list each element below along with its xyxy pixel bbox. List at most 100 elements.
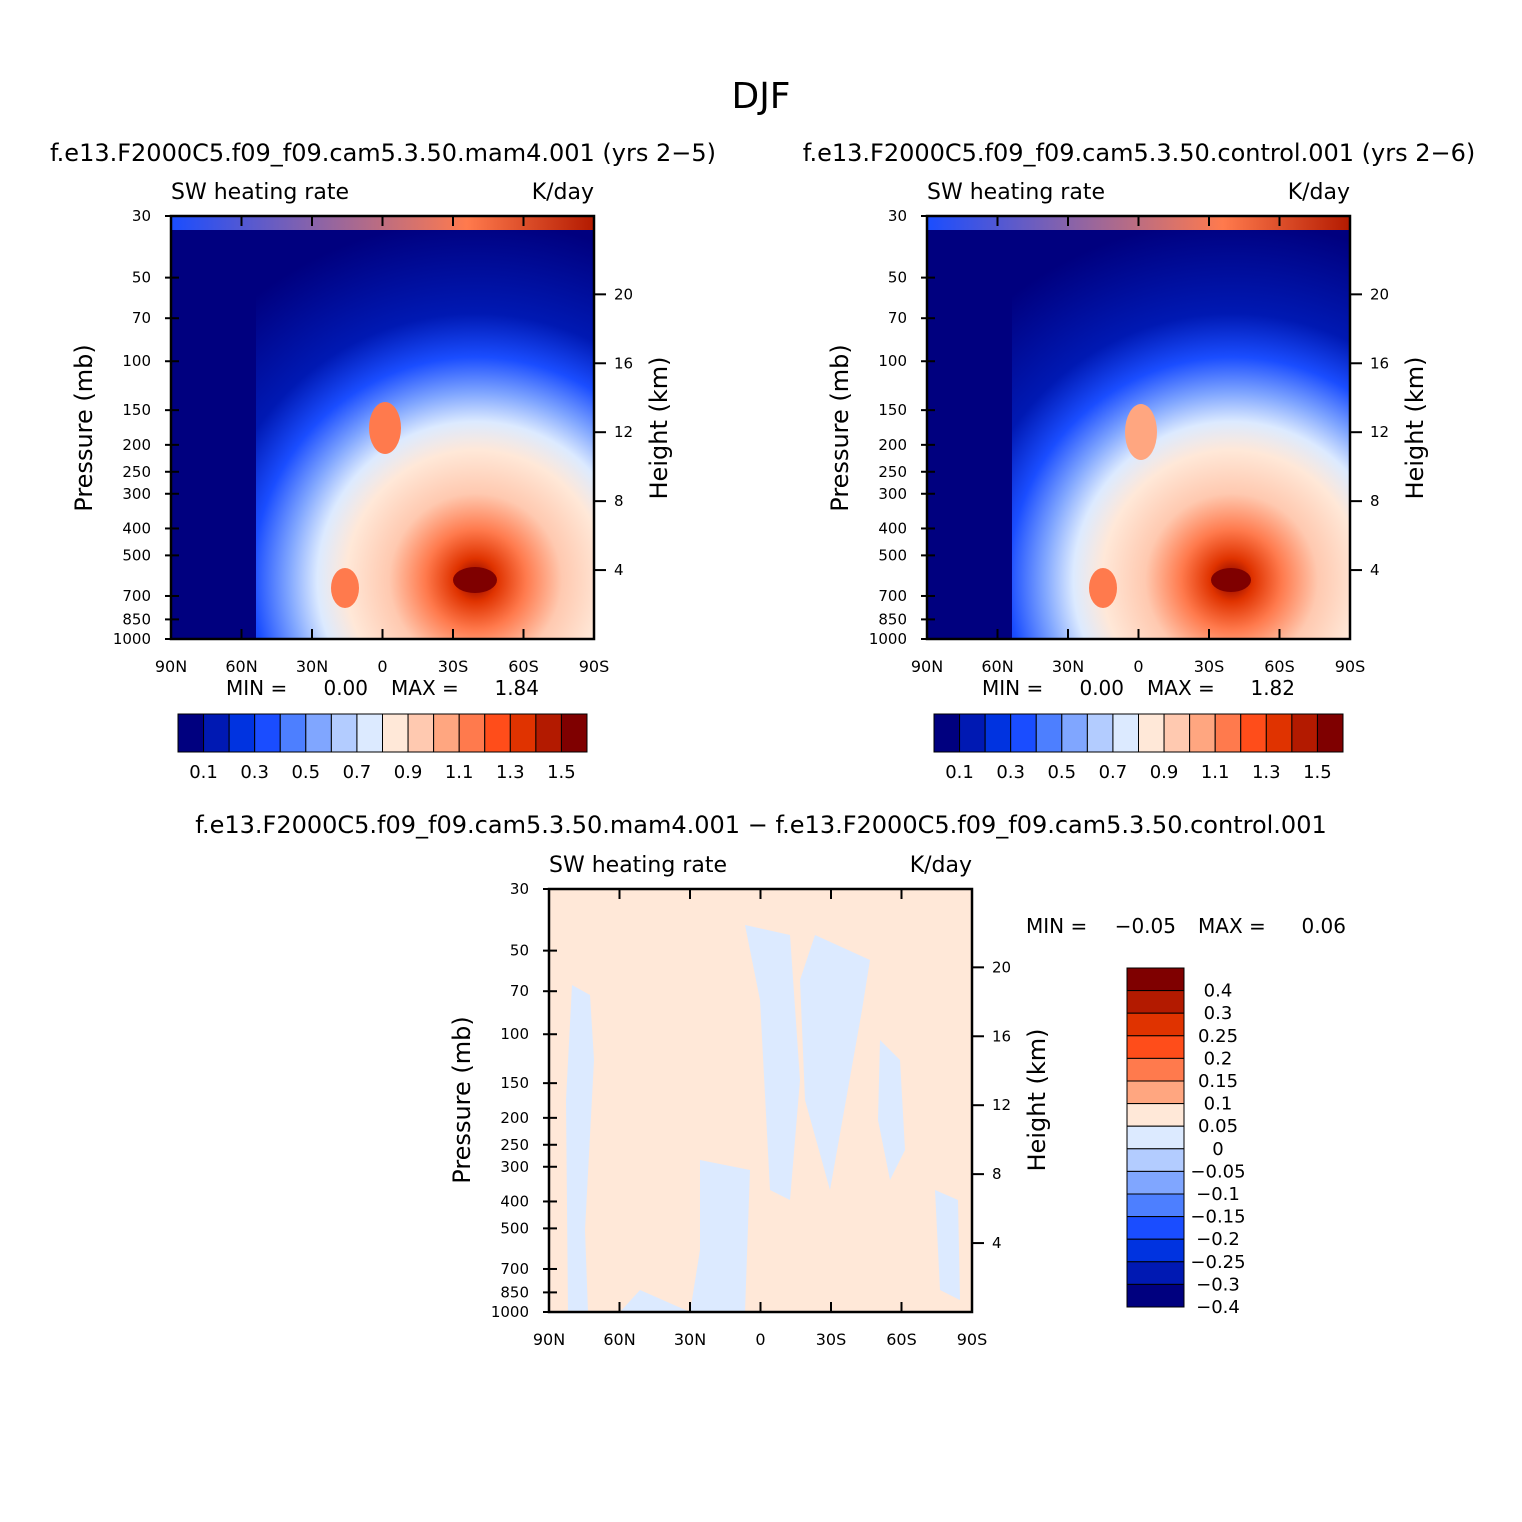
y-tick-label: 100	[878, 352, 907, 370]
colorbar-swatch	[1061, 713, 1088, 753]
colorbar-swatch	[1126, 1148, 1185, 1172]
midlevel-maximum	[1125, 404, 1157, 460]
colorbar-label: 0.5	[291, 762, 320, 783]
x-tick-label: 90S	[1335, 657, 1366, 676]
variable-label: SW heating rate	[171, 180, 349, 205]
y-tick-label: 500	[500, 1219, 529, 1237]
variable-label: SW heating rate	[549, 853, 727, 878]
y2-tick-label: 20	[992, 958, 1011, 976]
colorbar-swatch	[1163, 713, 1191, 753]
colorbar-label: 0.7	[343, 762, 372, 783]
x-tick-label: 60N	[603, 1330, 635, 1349]
colorbar-label: 0.05	[1198, 1116, 1238, 1137]
y-tick-label: 300	[500, 1158, 529, 1176]
colorbar-swatch	[1112, 713, 1139, 753]
x-tick-label: 0	[377, 657, 387, 676]
y-axis-label: Pressure (mb)	[448, 1016, 476, 1183]
y-tick-label: 1000	[869, 630, 907, 648]
colorbar-swatch	[433, 713, 460, 753]
y-tick-label: 400	[500, 1192, 529, 1210]
colorbar-swatch	[509, 713, 537, 753]
y-tick-label: 400	[878, 519, 907, 537]
y-tick-label: 850	[878, 610, 907, 628]
y2-tick-label: 20	[614, 285, 633, 303]
min-label: MIN =	[226, 676, 287, 700]
colorbar-swatch	[1126, 1012, 1185, 1037]
colorbar-label: −0.05	[1190, 1161, 1245, 1182]
y2-axis-label: Height (km)	[1401, 357, 1429, 500]
heating-maximum	[453, 567, 497, 593]
negative-region	[745, 925, 800, 1200]
colorbar-swatch	[959, 713, 986, 753]
colorbar-label: 0.5	[1047, 762, 1076, 783]
x-tick-label: 0	[1133, 657, 1143, 676]
max-value: 1.84	[494, 676, 539, 700]
y2-tick-label: 12	[614, 423, 633, 441]
colorbar: 0.1 0.3 0.5 0.7 0.9 1.1 1.3 1.5	[933, 713, 1344, 783]
x-tick-label: 90N	[533, 1330, 565, 1349]
colorbar-label: 0	[1212, 1139, 1223, 1160]
y-tick-label: 30	[888, 207, 907, 225]
colorbar-swatch	[1126, 1283, 1185, 1308]
colorbar: 0.1 0.3 0.5 0.7 0.9 1.1 1.3 1.5	[177, 713, 588, 783]
x-tick-label: 60S	[1264, 657, 1295, 676]
y-tick-label: 150	[878, 401, 907, 419]
negative-region	[566, 985, 594, 1312]
colorbar-swatch	[1126, 1057, 1185, 1082]
y2-tick-label: 8	[614, 492, 624, 510]
x-tick-label: 60S	[508, 657, 539, 676]
colorbar-label: −0.1	[1196, 1184, 1240, 1205]
y2-tick-label: 20	[1370, 285, 1389, 303]
y-tick-label: 50	[510, 942, 529, 960]
colorbar-label: −0.4	[1196, 1297, 1240, 1318]
x-tick-label: 90S	[579, 657, 610, 676]
colorbar-swatch	[1316, 713, 1344, 753]
max-value: 1.82	[1250, 676, 1295, 700]
colorbar-swatch	[1126, 967, 1185, 992]
x-tick-label: 0	[755, 1330, 765, 1349]
colorbar-label: 0.3	[1204, 1003, 1233, 1024]
x-tick-label: 60S	[886, 1330, 917, 1349]
y-tick-label: 500	[878, 546, 907, 564]
max-label: MAX =	[1198, 914, 1266, 938]
colorbar-label: 0.1	[189, 762, 218, 783]
negative-region	[878, 1040, 905, 1180]
y-tick-label: 150	[122, 401, 151, 419]
y-tick-label: 300	[878, 485, 907, 503]
y-tick-label: 30	[510, 880, 529, 898]
panel-control: f.e13.F2000C5.f09_f09.cam5.3.50.control.…	[803, 139, 1476, 783]
y-tick-label: 250	[122, 463, 151, 481]
colorbar-label: 0.7	[1099, 762, 1128, 783]
colorbar-swatch	[228, 713, 256, 753]
midlevel-maximum	[369, 402, 401, 454]
colorbar-swatch	[1126, 1103, 1185, 1127]
units-label: K/day	[910, 853, 972, 878]
max-label: MAX =	[1147, 676, 1215, 700]
colorbar-label: −0.25	[1190, 1252, 1245, 1273]
colorbar-swatch	[984, 713, 1012, 753]
colorbar-swatch	[305, 713, 332, 753]
y-tick-label: 250	[878, 463, 907, 481]
colorbar-label: −0.3	[1196, 1274, 1240, 1295]
run-title: f.e13.F2000C5.f09_f09.cam5.3.50.mam4.001…	[195, 811, 1326, 839]
colorbar-swatch	[1126, 1193, 1185, 1218]
colorbar-label: 0.9	[394, 762, 423, 783]
y2-tick-label: 16	[614, 354, 633, 372]
northern-band	[171, 216, 256, 639]
y-tick-label: 250	[500, 1136, 529, 1154]
colorbar-swatch	[535, 713, 562, 753]
colorbar-swatch	[382, 713, 409, 753]
colorbar-swatch	[560, 713, 588, 753]
colorbar-label: 0.9	[1150, 762, 1179, 783]
y2-tick-label: 12	[992, 1096, 1011, 1114]
negative-region	[800, 935, 870, 1190]
colorbar-swatch	[356, 713, 383, 753]
y-tick-label: 50	[132, 269, 151, 287]
y-axis-label: Pressure (mb)	[826, 344, 854, 511]
figure-title: DJF	[731, 76, 790, 117]
y-tick-label: 850	[500, 1283, 529, 1301]
y-tick-label: 1000	[491, 1303, 529, 1321]
colorbar-swatch	[1291, 713, 1318, 753]
colorbar-swatch	[1265, 713, 1293, 753]
colorbar-label: 0.4	[1204, 981, 1233, 1002]
